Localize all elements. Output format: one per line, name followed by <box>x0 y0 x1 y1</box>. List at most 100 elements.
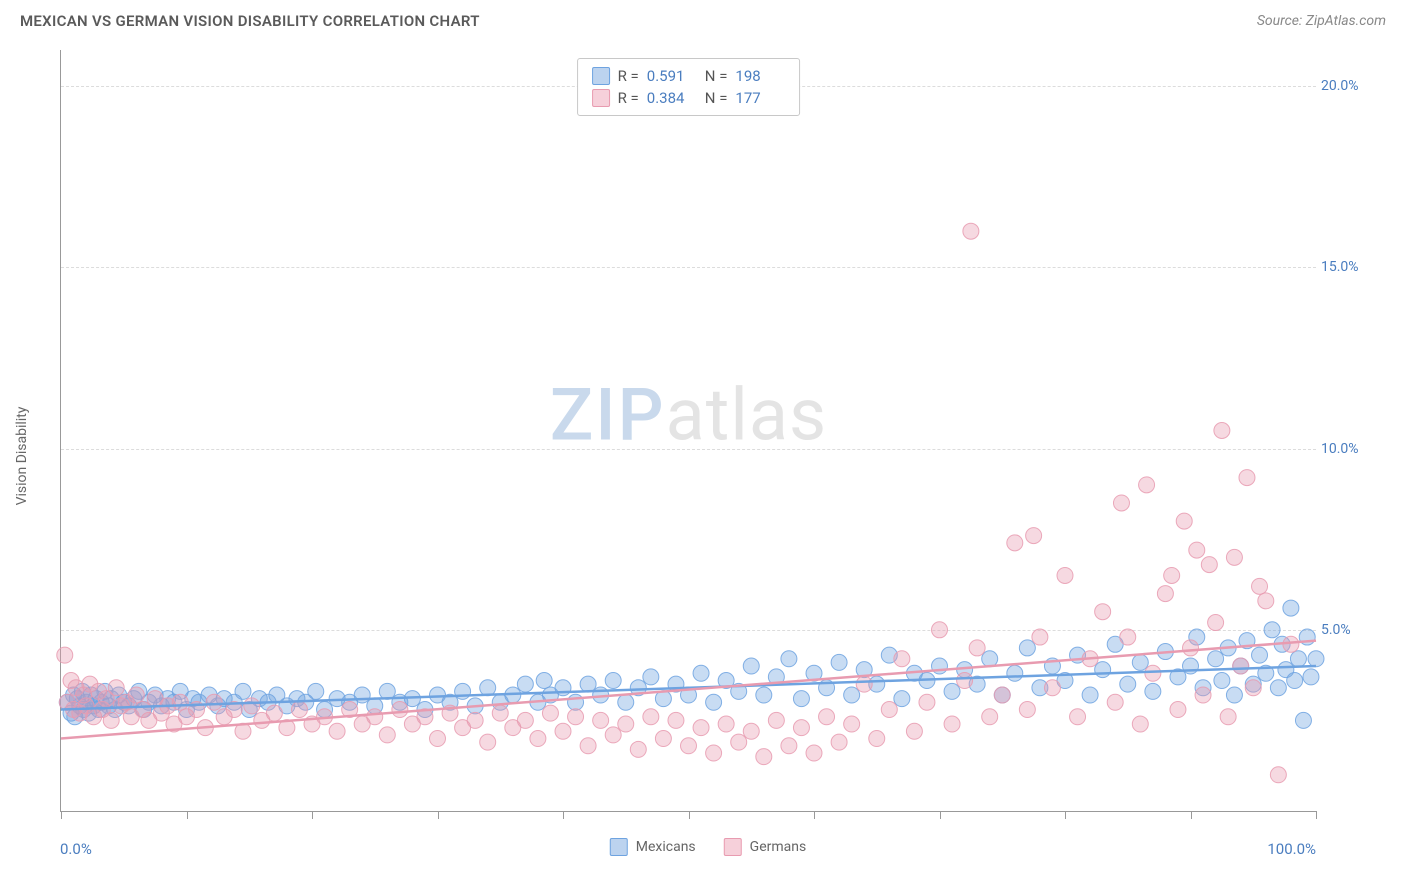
data-point <box>1208 615 1224 631</box>
data-point <box>1245 680 1261 696</box>
data-point <box>1295 712 1311 728</box>
data-point <box>1019 640 1035 656</box>
data-point <box>1032 629 1048 645</box>
n-value: 198 <box>735 67 785 85</box>
data-point <box>768 712 784 728</box>
y-tick-label: 10.0% <box>1321 441 1376 457</box>
legend-label: Mexicans <box>636 839 696 855</box>
data-point <box>308 683 324 699</box>
data-point <box>1252 578 1268 594</box>
data-point <box>480 734 496 750</box>
x-tick <box>940 811 941 819</box>
data-point <box>906 723 922 739</box>
data-point <box>944 716 960 732</box>
data-point <box>1233 658 1249 674</box>
data-point <box>1270 680 1286 696</box>
data-point <box>1007 665 1023 681</box>
data-point <box>831 734 847 750</box>
legend-entry-germans: Germans <box>724 838 807 856</box>
data-point <box>1145 683 1161 699</box>
data-point <box>831 654 847 670</box>
data-point <box>793 720 809 736</box>
data-point <box>517 676 533 692</box>
swatch-mexicans <box>610 838 628 856</box>
data-point <box>781 738 797 754</box>
data-point <box>731 734 747 750</box>
data-point <box>706 694 722 710</box>
data-point <box>329 723 345 739</box>
correlation-row: R = 0.591 N = 198 <box>592 65 786 87</box>
data-point <box>1095 604 1111 620</box>
data-point <box>568 709 584 725</box>
data-point <box>379 727 395 743</box>
data-point <box>1176 513 1192 529</box>
data-point <box>963 223 979 239</box>
data-point <box>1239 470 1255 486</box>
data-point <box>894 691 910 707</box>
correlation-row: R = 0.384 N = 177 <box>592 87 786 109</box>
data-point <box>693 720 709 736</box>
data-point <box>1283 600 1299 616</box>
n-label: N = <box>705 89 728 107</box>
data-point <box>1107 694 1123 710</box>
data-point <box>982 709 998 725</box>
data-point <box>819 709 835 725</box>
data-point <box>643 709 659 725</box>
data-point <box>932 622 948 638</box>
data-point <box>1026 528 1042 544</box>
data-point <box>919 694 935 710</box>
data-point <box>1113 495 1129 511</box>
data-point <box>1189 542 1205 558</box>
legend-entry-mexicans: Mexicans <box>610 838 696 856</box>
r-label: R = <box>618 89 639 107</box>
data-point <box>869 731 885 747</box>
data-point <box>128 687 144 703</box>
data-point <box>693 665 709 681</box>
data-point <box>536 673 552 689</box>
data-point <box>235 683 251 699</box>
x-axis-max-label: 100.0% <box>1267 840 1316 858</box>
series-legend: Mexicans Germans <box>610 838 806 856</box>
swatch-germans <box>724 838 742 856</box>
data-point <box>1258 593 1274 609</box>
swatch-germans <box>592 89 610 107</box>
source-attribution: Source: ZipAtlas.com <box>1257 13 1386 29</box>
data-point <box>517 712 533 728</box>
data-point <box>1303 669 1319 685</box>
data-point <box>1070 709 1086 725</box>
data-point <box>994 687 1010 703</box>
data-point <box>1120 676 1136 692</box>
data-point <box>1082 687 1098 703</box>
x-tick <box>312 811 313 819</box>
data-point <box>1007 535 1023 551</box>
data-point <box>1183 640 1199 656</box>
data-point <box>781 651 797 667</box>
data-point <box>1290 651 1306 667</box>
r-value: 0.384 <box>647 89 697 107</box>
data-point <box>1208 651 1224 667</box>
data-point <box>793 691 809 707</box>
data-point <box>1214 673 1230 689</box>
data-point <box>1139 477 1155 493</box>
data-point <box>618 716 634 732</box>
data-point <box>630 741 646 757</box>
x-axis-min-label: 0.0% <box>60 840 92 858</box>
x-tick <box>814 811 815 819</box>
data-point <box>668 712 684 728</box>
data-point <box>643 669 659 685</box>
x-tick <box>1191 811 1192 819</box>
data-point <box>1270 767 1286 783</box>
data-point <box>568 694 584 710</box>
legend-label: Germans <box>750 839 807 855</box>
data-point <box>580 676 596 692</box>
data-point <box>1214 423 1230 439</box>
data-point <box>467 712 483 728</box>
data-point <box>1308 651 1324 667</box>
x-tick <box>61 811 62 819</box>
data-point <box>806 745 822 761</box>
y-tick-label: 5.0% <box>1321 622 1376 638</box>
plot-area: ZIPatlas R = 0.591 N = 198 R = 0.384 N =… <box>60 50 1316 812</box>
data-point <box>172 694 188 710</box>
chart-title: MEXICAN VS GERMAN VISION DISABILITY CORR… <box>20 12 480 30</box>
data-point <box>605 673 621 689</box>
